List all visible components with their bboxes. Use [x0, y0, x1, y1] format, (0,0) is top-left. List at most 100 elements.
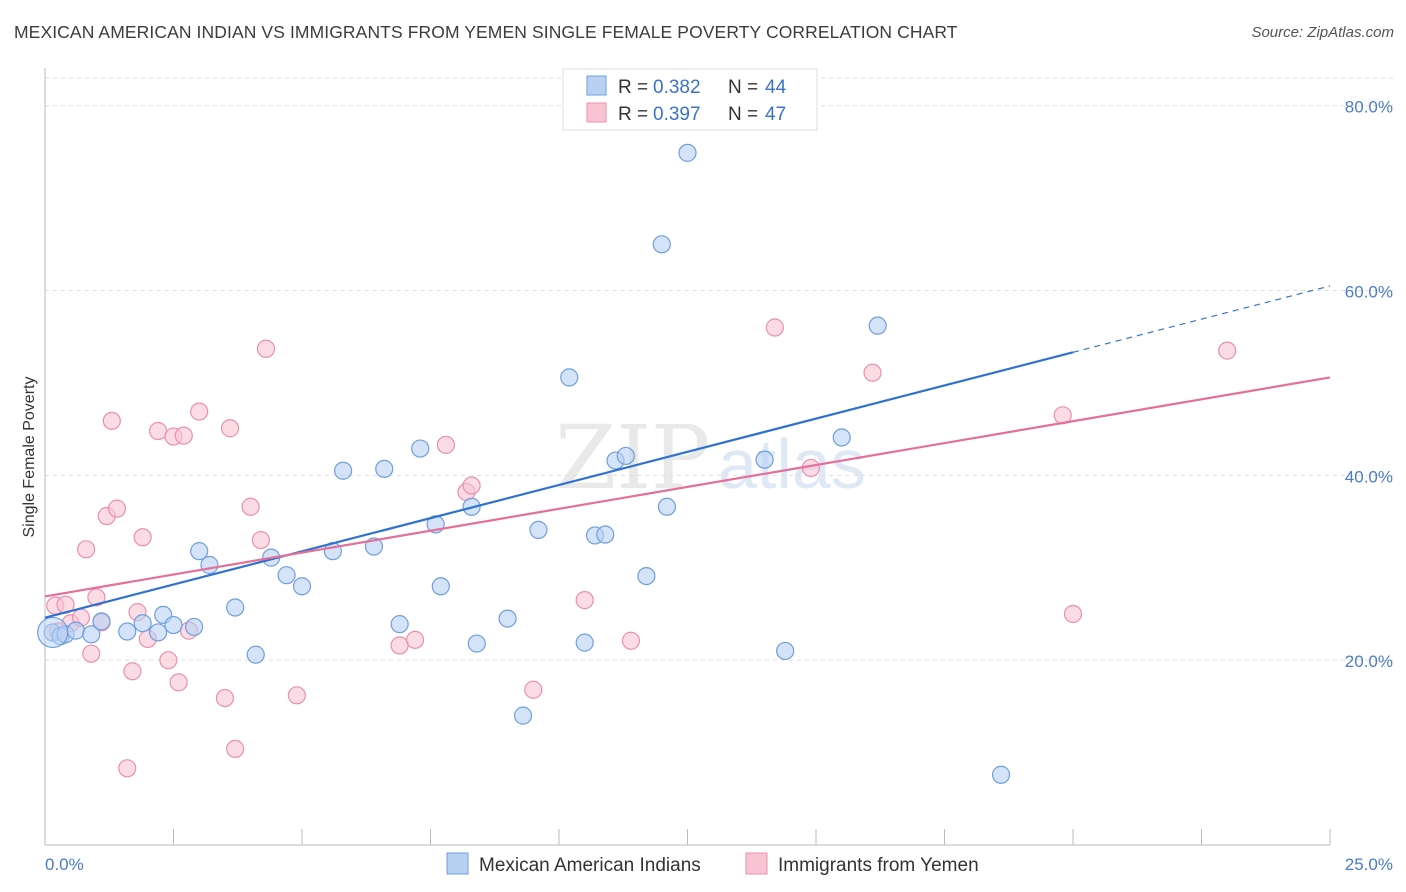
- y-axis-label: Single Female Poverty: [21, 377, 38, 538]
- point-immigrants-from-yemen: [190, 402, 209, 421]
- legend-swatch-blue: [586, 75, 607, 96]
- point-immigrants-from-yemen: [287, 686, 306, 705]
- legend-n-value-pink: 47: [765, 104, 786, 125]
- point-immigrants-from-yemen: [215, 688, 234, 708]
- point-immigrants-from-yemen: [765, 318, 784, 337]
- point-immigrants-from-yemen: [621, 631, 641, 650]
- point-immigrants-from-yemen: [1063, 604, 1083, 624]
- point-immigrants-from-yemen: [251, 530, 270, 550]
- bottom-legend-swatch-blue: [446, 852, 469, 875]
- point-mexican-american-indians: [498, 609, 517, 628]
- point-immigrants-from-yemen: [436, 435, 456, 454]
- point-mexican-american-indians: [190, 542, 209, 561]
- point-mexican-american-indians: [431, 577, 450, 596]
- point-mexican-american-indians: [529, 520, 548, 539]
- point-immigrants-from-yemen: [226, 739, 245, 758]
- trend-lines: [44, 285, 1331, 619]
- legend-swatch-pink: [586, 102, 607, 123]
- point-mexican-american-indians: [92, 612, 111, 631]
- point-immigrants-from-yemen: [133, 528, 152, 547]
- source-label: Source: ZipAtlas.com: [1251, 24, 1394, 41]
- point-mexican-american-indians: [118, 622, 137, 641]
- point-immigrants-from-yemen: [82, 644, 101, 663]
- point-mexican-american-indians: [200, 555, 219, 575]
- point-mexican-american-indians: [164, 615, 183, 635]
- y-tick-label: 20.0%: [1345, 652, 1393, 671]
- trend-line-blue: [44, 351, 1074, 619]
- x-tick-label-max: 25.0%: [1345, 855, 1393, 874]
- y-tick-labels: 20.0% 40.0% 60.0% 80.0%: [1345, 98, 1393, 671]
- point-immigrants-from-yemen: [405, 630, 425, 649]
- point-immigrants-from-yemen: [87, 588, 106, 607]
- point-mexican-american-indians: [184, 617, 204, 637]
- point-mexican-american-indians: [467, 634, 486, 653]
- point-mexican-american-indians: [82, 625, 101, 644]
- point-mexican-american-indians: [832, 428, 851, 447]
- legend-r-value-pink: 0.397: [653, 104, 701, 125]
- y-tick-label: 40.0%: [1345, 467, 1393, 486]
- y-tick-label: 60.0%: [1345, 283, 1393, 302]
- point-mexican-american-indians: [560, 368, 579, 387]
- point-mexican-american-indians: [991, 765, 1011, 784]
- point-cluster: [37, 616, 69, 649]
- x-tick-label-min: 0.0%: [45, 855, 84, 874]
- point-immigrants-from-yemen: [256, 339, 276, 358]
- bottom-legend-label-pink: Immigrants from Yemen: [778, 855, 979, 876]
- point-mexican-american-indians: [390, 615, 409, 634]
- point-immigrants-from-yemen: [174, 426, 193, 445]
- point-mexican-american-indians: [616, 446, 635, 466]
- legend-box: R = 0.382 N = 44 R = 0.397 N = 47: [562, 68, 818, 131]
- point-immigrants-from-yemen: [159, 651, 178, 670]
- point-immigrants-from-yemen: [220, 419, 240, 438]
- point-mexican-american-indians: [133, 614, 152, 633]
- point-mexican-american-indians: [226, 598, 245, 617]
- trend-line-blue-extension: [1072, 285, 1331, 353]
- legend-n-label-blue: N =: [728, 77, 758, 98]
- point-mexican-american-indians: [66, 621, 85, 640]
- point-immigrants-from-yemen: [1218, 341, 1237, 360]
- point-immigrants-from-yemen: [390, 636, 409, 655]
- point-mexican-american-indians: [755, 450, 774, 469]
- legend-n-value-blue: 44: [765, 77, 787, 98]
- point-immigrants-from-yemen: [107, 499, 127, 518]
- point-immigrants-from-yemen: [169, 673, 188, 692]
- gridlines: [45, 77, 1393, 661]
- point-immigrants-from-yemen: [575, 591, 594, 610]
- point-immigrants-from-yemen: [118, 759, 137, 778]
- point-mexican-american-indians: [575, 633, 594, 652]
- point-mexican-american-indians: [652, 235, 671, 254]
- point-immigrants-from-yemen: [462, 476, 481, 495]
- point-mexican-american-indians: [364, 537, 384, 556]
- point-mexican-american-indians: [411, 439, 430, 458]
- point-mexican-american-indians: [513, 706, 533, 725]
- y-tick-label: 80.0%: [1345, 98, 1393, 117]
- point-immigrants-from-yemen: [148, 421, 168, 441]
- trend-line-pink: [44, 376, 1331, 598]
- legend-r-value-blue: 0.382: [653, 77, 701, 98]
- point-mexican-american-indians: [246, 645, 265, 664]
- point-immigrants-from-yemen: [863, 363, 882, 382]
- legend-r-label-blue: R =: [618, 77, 648, 98]
- point-immigrants-from-yemen: [241, 497, 260, 516]
- point-mexican-american-indians: [637, 566, 656, 586]
- point-mexican-american-indians: [375, 459, 394, 478]
- bottom-legend: Mexican American Indians Immigrants from…: [446, 852, 979, 876]
- point-mexican-american-indians: [868, 316, 887, 335]
- point-mexican-american-indians: [678, 143, 697, 162]
- series-immigrants-from-yemen: [46, 318, 1237, 778]
- point-mexican-american-indians: [277, 566, 296, 585]
- bottom-legend-swatch-pink: [745, 852, 768, 875]
- point-mexican-american-indians: [148, 623, 168, 642]
- point-mexican-american-indians: [776, 641, 795, 661]
- legend-n-label-pink: N =: [728, 104, 758, 125]
- point-mexican-american-indians: [657, 497, 677, 516]
- point-mexican-american-indians: [596, 525, 615, 544]
- x-ticks: [173, 829, 1331, 845]
- point-immigrants-from-yemen: [524, 680, 543, 699]
- legend-r-label-pink: R =: [618, 104, 648, 125]
- point-mexican-american-indians: [292, 577, 312, 596]
- bottom-legend-label-blue: Mexican American Indians: [479, 855, 701, 876]
- point-immigrants-from-yemen: [102, 411, 121, 430]
- point-immigrants-from-yemen: [123, 662, 142, 681]
